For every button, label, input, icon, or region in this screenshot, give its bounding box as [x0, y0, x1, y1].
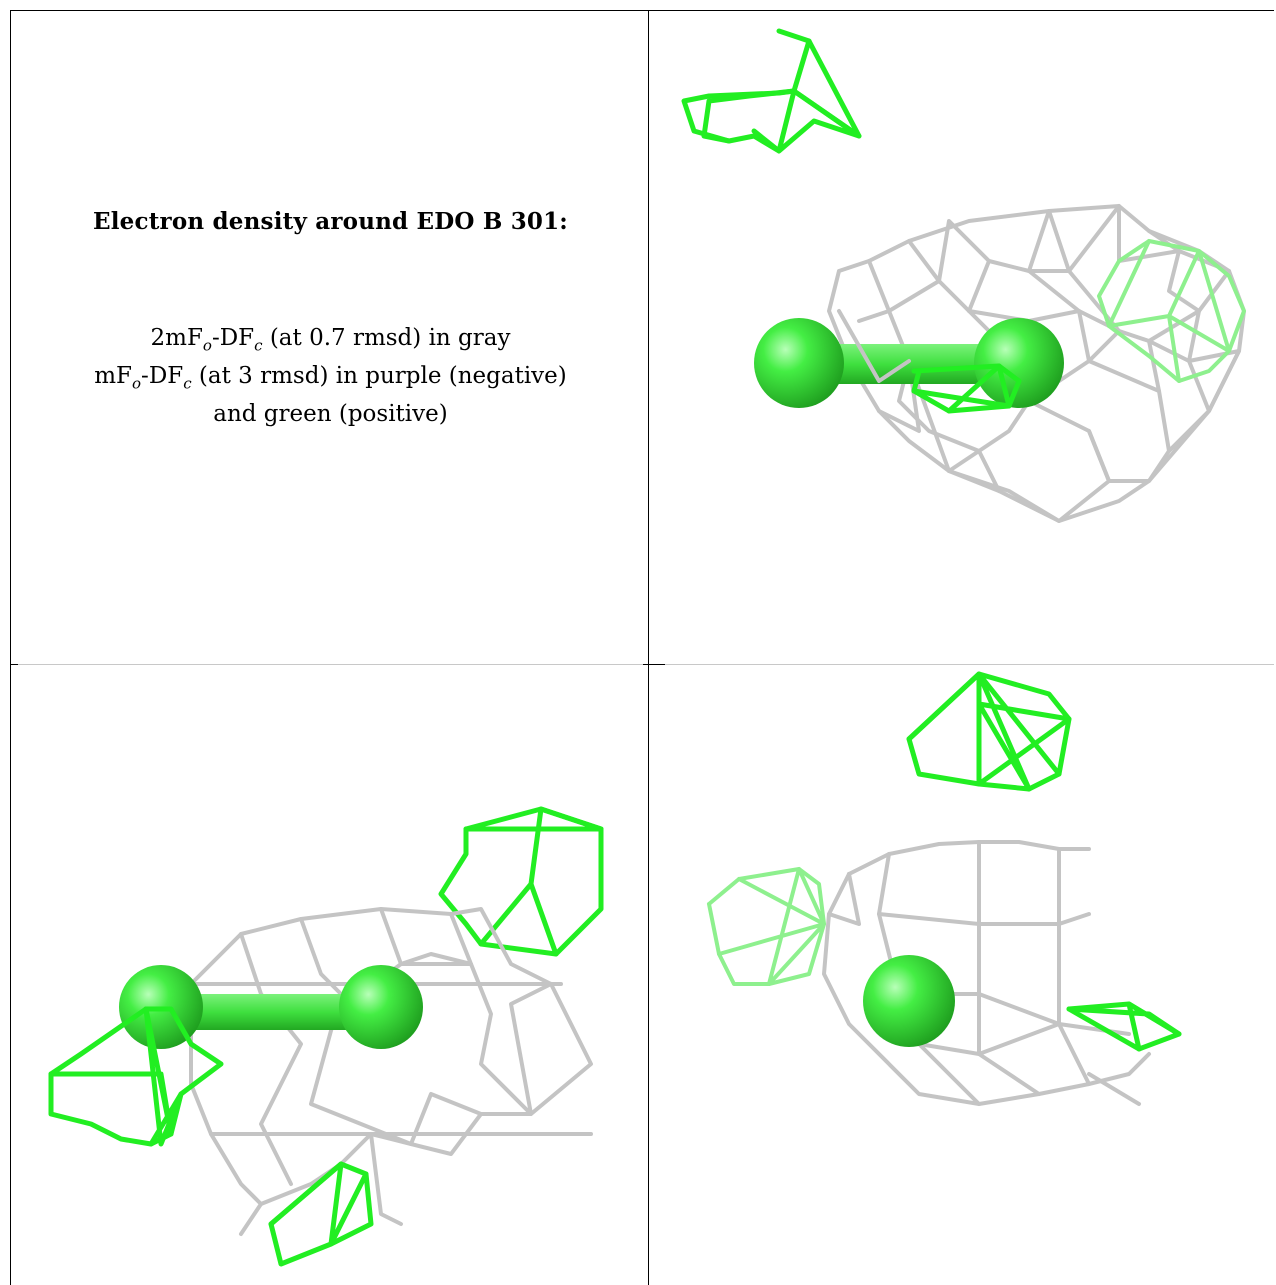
- positive-density-mesh-top: [906, 671, 1072, 792]
- positive-density-mesh-top: [438, 806, 604, 957]
- molecule-density-view-icon: [681, 28, 1246, 523]
- caption-line2-sub-o: o: [132, 374, 142, 393]
- molecule-density-view-icon: [707, 671, 1182, 1106]
- caption-line1-sub-o: o: [202, 336, 212, 355]
- view-top-right: [649, 10, 1274, 664]
- positive-density-mesh: [681, 28, 862, 154]
- caption-panel: Electron density around EDO B 301: 2mFo-…: [10, 10, 649, 664]
- caption-line-positive: and green (positive): [213, 401, 448, 427]
- view-bottom-right: [649, 664, 1274, 1285]
- caption-line2-prefix: mF: [94, 363, 133, 389]
- oxygen-atom-icon: [863, 955, 955, 1047]
- divider-tick: [10, 664, 18, 665]
- gray-density-mesh-front: [837, 309, 911, 383]
- positive-density-mesh-left: [48, 1006, 224, 1147]
- gray-density-mesh: [189, 907, 593, 1236]
- oxygen-atom-icon: [754, 318, 844, 408]
- positive-density-mesh-bottom: [268, 1161, 374, 1267]
- caption-line2-suffix: (at 3 rmsd) in purple (negative): [191, 363, 567, 389]
- caption-line-2fofc: 2mFo-DFc (at 0.7 rmsd) in gray: [11, 319, 648, 365]
- figure-grid: Electron density around EDO B 301: 2mFo-…: [10, 10, 1274, 1285]
- positive-density-mesh-right: [1097, 239, 1246, 383]
- positive-density-mesh-right: [1066, 1001, 1182, 1052]
- view-bottom-left: [10, 664, 649, 1285]
- positive-density-mesh-center: [911, 363, 1022, 414]
- caption-line2-mid: -DF: [141, 363, 184, 389]
- caption-title: Electron density around EDO B 301:: [93, 208, 568, 235]
- oxygen-atom-icon: [339, 965, 423, 1049]
- gray-density-mesh: [822, 840, 1151, 1106]
- positive-density-mesh-left: [707, 867, 826, 986]
- divider-tick: [643, 664, 665, 665]
- caption-line1-sub-c: c: [254, 336, 263, 355]
- bond-icon: [161, 994, 391, 1030]
- caption-line2-sub-c: c: [183, 374, 192, 393]
- divider-line: [10, 664, 1274, 665]
- caption-line1-suffix: (at 0.7 rmsd) in gray: [262, 325, 511, 351]
- caption-line1-prefix: 2mF: [150, 325, 203, 351]
- caption-line1-mid: -DF: [211, 325, 255, 351]
- caption-line-fofc: mFo-DFc (at 3 rmsd) in purple (negative): [11, 357, 648, 403]
- molecule-density-view-icon: [48, 806, 604, 1267]
- bond-icon: [799, 344, 1029, 384]
- oxygen-atom-icon: [974, 318, 1064, 408]
